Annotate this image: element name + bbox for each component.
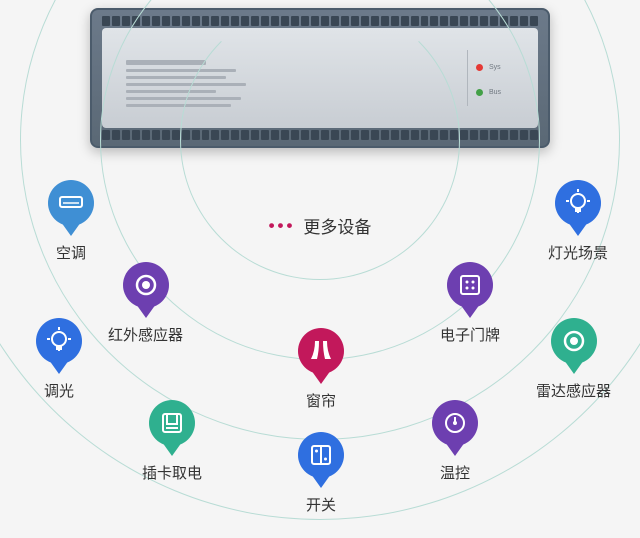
ac-icon	[48, 180, 94, 226]
device-label: 空调	[56, 242, 86, 263]
pin-tail	[568, 222, 588, 236]
curtain-icon	[298, 328, 344, 374]
pin-tail	[311, 474, 331, 488]
sensor-ring-icon	[551, 318, 597, 364]
pin-tail	[311, 370, 331, 384]
switch-icon	[298, 432, 344, 478]
pin-tail	[564, 360, 584, 374]
device-pin	[36, 318, 82, 374]
pin-tail	[445, 442, 465, 456]
device-label: 调光	[44, 380, 74, 401]
device-label: 电子门牌	[440, 324, 500, 345]
device-pin	[149, 400, 195, 456]
pin-tail	[61, 222, 81, 236]
dial-icon	[432, 400, 478, 446]
device-radar: 雷达感应器	[536, 318, 611, 401]
panel-icon	[447, 262, 493, 308]
device-label: 插卡取电	[142, 462, 202, 483]
device-light: 灯光场景	[548, 180, 608, 263]
more-dots-icon: •••	[269, 216, 296, 236]
device-card: 插卡取电	[142, 400, 202, 483]
bulb-icon	[555, 180, 601, 226]
device-switch: 开关	[298, 432, 344, 515]
device-pin	[555, 180, 601, 236]
device-curtain: 窗帘	[298, 328, 344, 411]
card-icon	[149, 400, 195, 446]
device-pin	[551, 318, 597, 374]
device-label: 红外感应器	[108, 324, 183, 345]
more-devices: ••• 更多设备	[269, 213, 372, 238]
device-thermo: 温控	[432, 400, 478, 483]
device-pin	[298, 432, 344, 488]
sensor-ring-icon	[123, 262, 169, 308]
device-dimmer: 调光	[36, 318, 82, 401]
device-pin	[123, 262, 169, 318]
device-label: 雷达感应器	[536, 380, 611, 401]
pin-tail	[460, 304, 480, 318]
more-devices-label: 更多设备	[303, 213, 371, 238]
device-ac: 空调	[48, 180, 94, 263]
pin-tail	[162, 442, 182, 456]
device-ir: 红外感应器	[108, 262, 183, 345]
device-pin	[298, 328, 344, 384]
pin-tail	[49, 360, 69, 374]
device-label: 窗帘	[306, 390, 336, 411]
device-pin	[48, 180, 94, 236]
pin-tail	[136, 304, 156, 318]
device-doorplate: 电子门牌	[440, 262, 500, 345]
device-pin	[432, 400, 478, 456]
device-label: 开关	[306, 494, 336, 515]
device-label: 灯光场景	[548, 242, 608, 263]
device-pin	[447, 262, 493, 318]
device-label: 温控	[440, 462, 470, 483]
bulb-icon	[36, 318, 82, 364]
